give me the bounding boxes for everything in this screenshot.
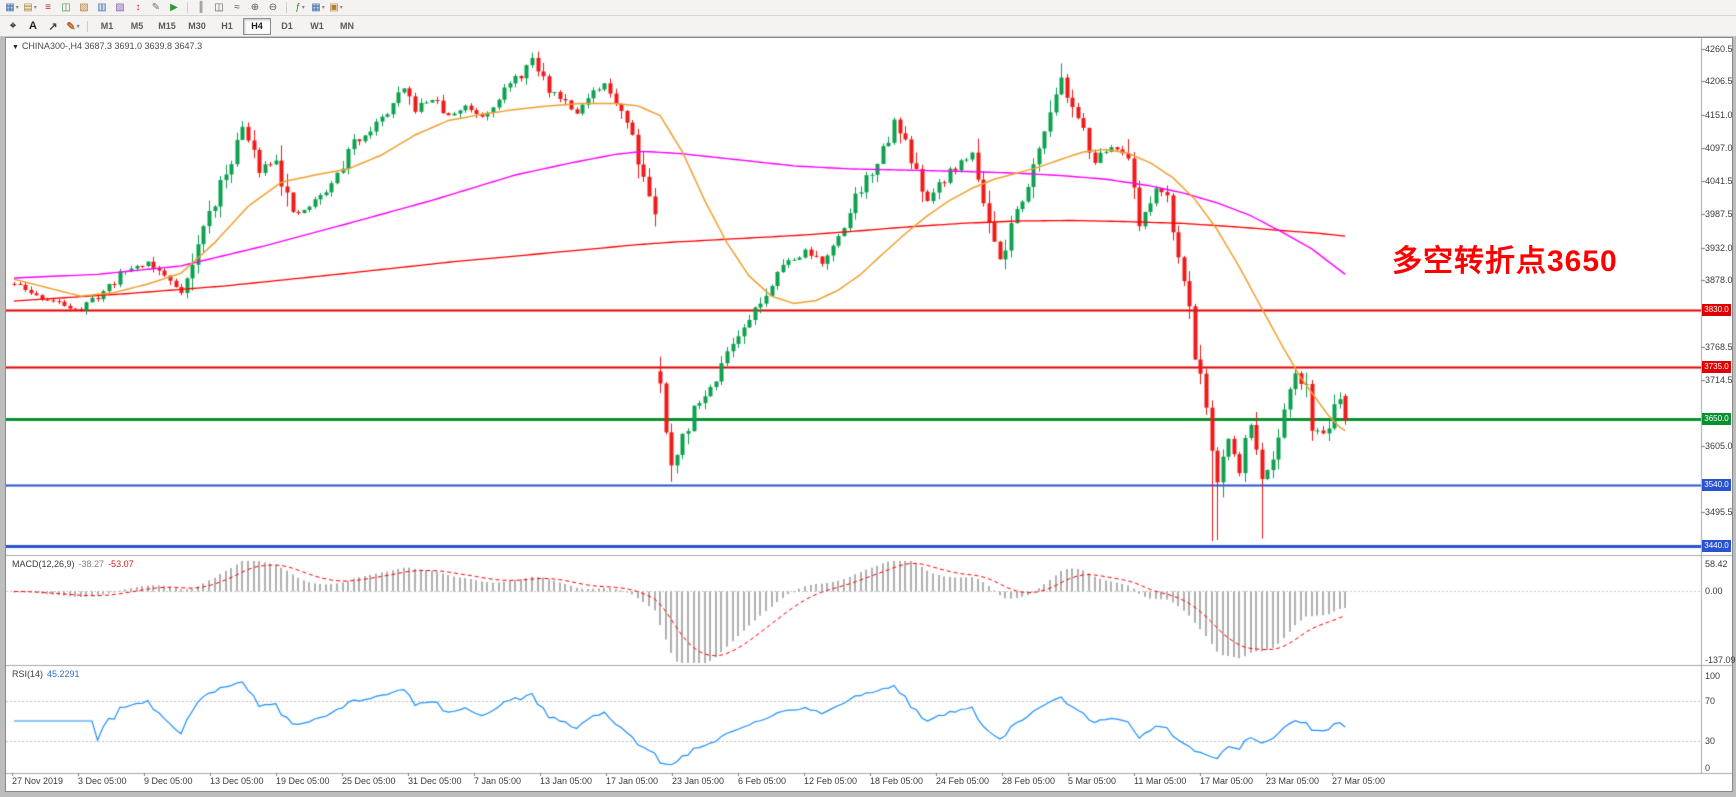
zoom-out-icon[interactable]: ⊖ xyxy=(268,1,278,13)
time-label: 6 Feb 05:00 xyxy=(738,776,787,786)
line-chart-icon[interactable]: ≈ xyxy=(234,1,240,13)
time-label: 3 Dec 05:00 xyxy=(78,776,127,786)
time-label: 13 Jan 05:00 xyxy=(540,776,593,786)
zoom-in-icon[interactable]: ⊕ xyxy=(250,1,260,13)
price-tick: 4151.0 xyxy=(1705,109,1733,120)
profiles-icon[interactable]: ▤ ▾ xyxy=(23,1,37,13)
toolbar-separator xyxy=(286,2,287,13)
price-tick: 4041.5 xyxy=(1705,176,1733,187)
price-tick: 3932.0 xyxy=(1705,242,1733,253)
time-label: 12 Feb 05:00 xyxy=(804,776,858,786)
macd-scale-min: -137.09 xyxy=(1705,655,1736,665)
time-label: 25 Dec 05:00 xyxy=(342,776,396,786)
macd-scale-zero: 0.00 xyxy=(1705,586,1723,597)
macd-value-signal: -53.07 xyxy=(108,559,134,569)
price-tick: 3878.0 xyxy=(1705,275,1733,286)
autotrading-icon[interactable]: ▶ xyxy=(170,1,178,13)
time-label: 13 Dec 05:00 xyxy=(210,776,264,786)
tools-toolbar: ⌖ A ↗ ✎ ▾ M1 M5 M15 M30 H1 H4 D1 W1 MN xyxy=(0,16,1736,37)
rsi-scale-70: 70 xyxy=(1705,696,1716,706)
time-label: 24 Feb 05:00 xyxy=(936,776,990,786)
price-tick: 3605.0 xyxy=(1705,440,1733,451)
time-label: 18 Feb 05:00 xyxy=(870,776,924,786)
chart-title-text: CHINA300-,H4 3687.3 3691.0 3639.8 3647.3 xyxy=(21,41,203,51)
time-label: 27 Mar 05:00 xyxy=(1332,776,1386,786)
navigator-icon[interactable]: ▧ xyxy=(79,1,89,13)
time-label: 31 Dec 05:00 xyxy=(408,776,462,786)
price-tick: 3495.5 xyxy=(1705,507,1733,518)
rsi-name: RSI(14) xyxy=(12,669,44,679)
metaeditor-icon[interactable]: ✎ xyxy=(151,1,161,13)
timeframe-M1[interactable]: M1 xyxy=(100,21,114,31)
periods-icon[interactable]: ▦ ▾ xyxy=(311,1,325,13)
new-order-icon[interactable]: ↕ xyxy=(135,1,141,13)
timeframe-group: M1 M5 M15 M30 H1 H4 D1 W1 MN xyxy=(92,17,362,35)
price-tick: 3768.5 xyxy=(1705,341,1733,352)
chart-window[interactable]: ▼ CHINA300-,H4 3687.3 3691.0 3639.8 3647.… xyxy=(5,37,1736,792)
price-line-tag-3735.0: 3735.0 xyxy=(1702,361,1731,373)
macd-label: MACD(12,26,9) -38.27 -53.07 xyxy=(12,559,134,569)
rsi-scale-30: 30 xyxy=(1705,736,1716,746)
toolbar-separator xyxy=(87,20,88,32)
candlestick-chart-icon[interactable]: ◫ xyxy=(214,1,224,13)
time-label: 17 Mar 05:00 xyxy=(1200,776,1254,786)
chart-canvas[interactable] xyxy=(6,38,1732,791)
main-toolbar: ▦ ▾ ▤ ▾ ≡ ◫ ▧ ▥ ▨ ↕ ✎ ▶ ║ ◫ ≈ ⊕ ⊖ ƒ ▾ ▦ ▾ ▣ ▾ xyxy=(0,0,1736,16)
macd-value-main: -38.27 xyxy=(78,559,105,569)
timeframe-M15[interactable]: M15 xyxy=(158,21,176,31)
data-window-icon[interactable]: ◫ xyxy=(61,1,71,13)
text-tool-icon[interactable]: A xyxy=(29,20,37,32)
terminal-icon[interactable]: ▥ xyxy=(97,1,107,13)
time-label: 5 Mar 05:00 xyxy=(1068,776,1117,786)
bar-chart-icon[interactable]: ║ xyxy=(197,1,205,13)
price-line-tag-3650.0: 3650.0 xyxy=(1702,413,1731,425)
rsi-label: RSI(14) 45.2291 xyxy=(12,669,80,679)
crosshair-tool-icon[interactable]: ⌖ xyxy=(9,19,17,32)
price-tick: 3987.5 xyxy=(1705,209,1733,220)
time-label: 23 Mar 05:00 xyxy=(1266,776,1320,786)
templates-icon[interactable]: ▣ ▾ xyxy=(329,1,343,13)
toolbar-separator xyxy=(187,2,188,13)
timeframe-MN[interactable]: MN xyxy=(340,21,354,31)
price-tick: 4097.0 xyxy=(1705,142,1733,153)
time-label: 19 Dec 05:00 xyxy=(276,776,330,786)
rsi-value: 45.2291 xyxy=(47,669,80,679)
new-chart-icon[interactable]: ▦ ▾ xyxy=(5,1,19,13)
draw-tool-icon[interactable]: ✎ ▾ xyxy=(66,20,80,33)
time-label: 9 Dec 05:00 xyxy=(144,776,193,786)
arrows-tool-icon[interactable]: ↗ xyxy=(48,20,58,33)
time-label: 27 Nov 2019 xyxy=(12,776,64,786)
price-line-tag-3440.0: 3440.0 xyxy=(1702,540,1731,552)
rsi-scale-100: 100 xyxy=(1705,671,1721,681)
macd-name: MACD(12,26,9) xyxy=(12,559,75,569)
collapse-icon[interactable]: ▼ xyxy=(12,44,19,51)
price-line-tag-3540.0: 3540.0 xyxy=(1702,479,1731,491)
price-tick: 4206.5 xyxy=(1705,76,1733,87)
chart-title: ▼ CHINA300-,H4 3687.3 3691.0 3639.8 3647.… xyxy=(12,41,202,51)
time-label: 23 Jan 05:00 xyxy=(672,776,725,786)
timeframe-M5[interactable]: M5 xyxy=(130,21,144,31)
time-label: 7 Jan 05:00 xyxy=(474,776,522,786)
strategy-tester-icon[interactable]: ▨ xyxy=(115,1,125,13)
time-label: 28 Feb 05:00 xyxy=(1002,776,1056,786)
market-watch-icon[interactable]: ≡ xyxy=(45,1,51,13)
time-label: 17 Jan 05:00 xyxy=(606,776,659,786)
timeframe-W1[interactable]: W1 xyxy=(310,21,324,31)
line-studies-group: ⌖ A ↗ ✎ ▾ xyxy=(3,18,83,35)
timeframe-M30[interactable]: M30 xyxy=(188,21,206,31)
time-label: 11 Mar 05:00 xyxy=(1134,776,1187,786)
macd-scale-max: 58.42 xyxy=(1705,559,1728,569)
timeframe-D1[interactable]: D1 xyxy=(281,21,293,31)
price-tick: 4260.5 xyxy=(1705,43,1733,54)
price-line-tag-3830.0: 3830.0 xyxy=(1702,304,1731,316)
price-tick: 3714.5 xyxy=(1705,374,1733,385)
timeframe-H4[interactable]: H4 xyxy=(243,17,271,35)
rsi-scale-0: 0 xyxy=(1705,763,1711,773)
indicators-icon[interactable]: ƒ ▾ xyxy=(295,1,305,13)
timeframe-H1[interactable]: H1 xyxy=(221,21,233,31)
chart-annotation[interactable]: 多空转折点3650 xyxy=(1392,245,1618,278)
